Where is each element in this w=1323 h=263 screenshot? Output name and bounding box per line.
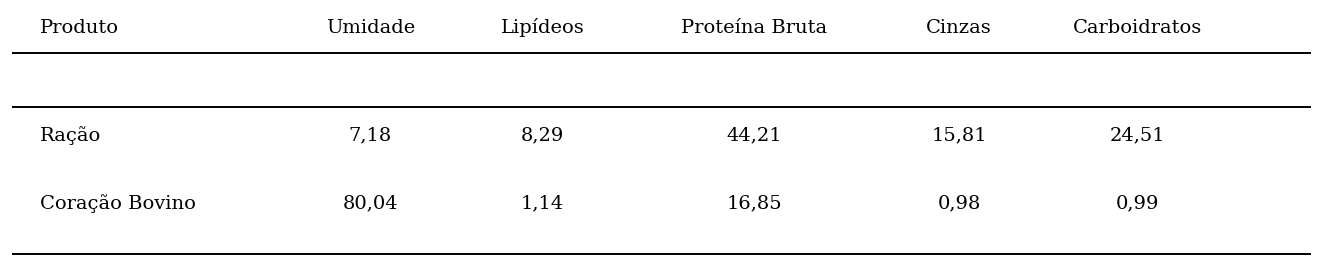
- Text: Cinzas: Cinzas: [926, 19, 992, 37]
- Text: 44,21: 44,21: [726, 127, 782, 144]
- Text: Coração Bovino: Coração Bovino: [40, 194, 196, 213]
- Text: Lipídeos: Lipídeos: [500, 18, 585, 37]
- Text: 7,18: 7,18: [349, 127, 392, 144]
- Text: 15,81: 15,81: [931, 127, 987, 144]
- Text: Proteína Bruta: Proteína Bruta: [681, 19, 827, 37]
- Text: Ração: Ração: [40, 126, 101, 145]
- Text: 16,85: 16,85: [726, 195, 782, 213]
- Text: 8,29: 8,29: [521, 127, 564, 144]
- Text: Produto: Produto: [40, 19, 119, 37]
- Text: Carboidratos: Carboidratos: [1073, 19, 1203, 37]
- Text: 1,14: 1,14: [521, 195, 564, 213]
- Text: Umidade: Umidade: [325, 19, 415, 37]
- Text: 24,51: 24,51: [1110, 127, 1166, 144]
- Text: 80,04: 80,04: [343, 195, 398, 213]
- Text: 0,98: 0,98: [938, 195, 980, 213]
- Text: 0,99: 0,99: [1117, 195, 1159, 213]
